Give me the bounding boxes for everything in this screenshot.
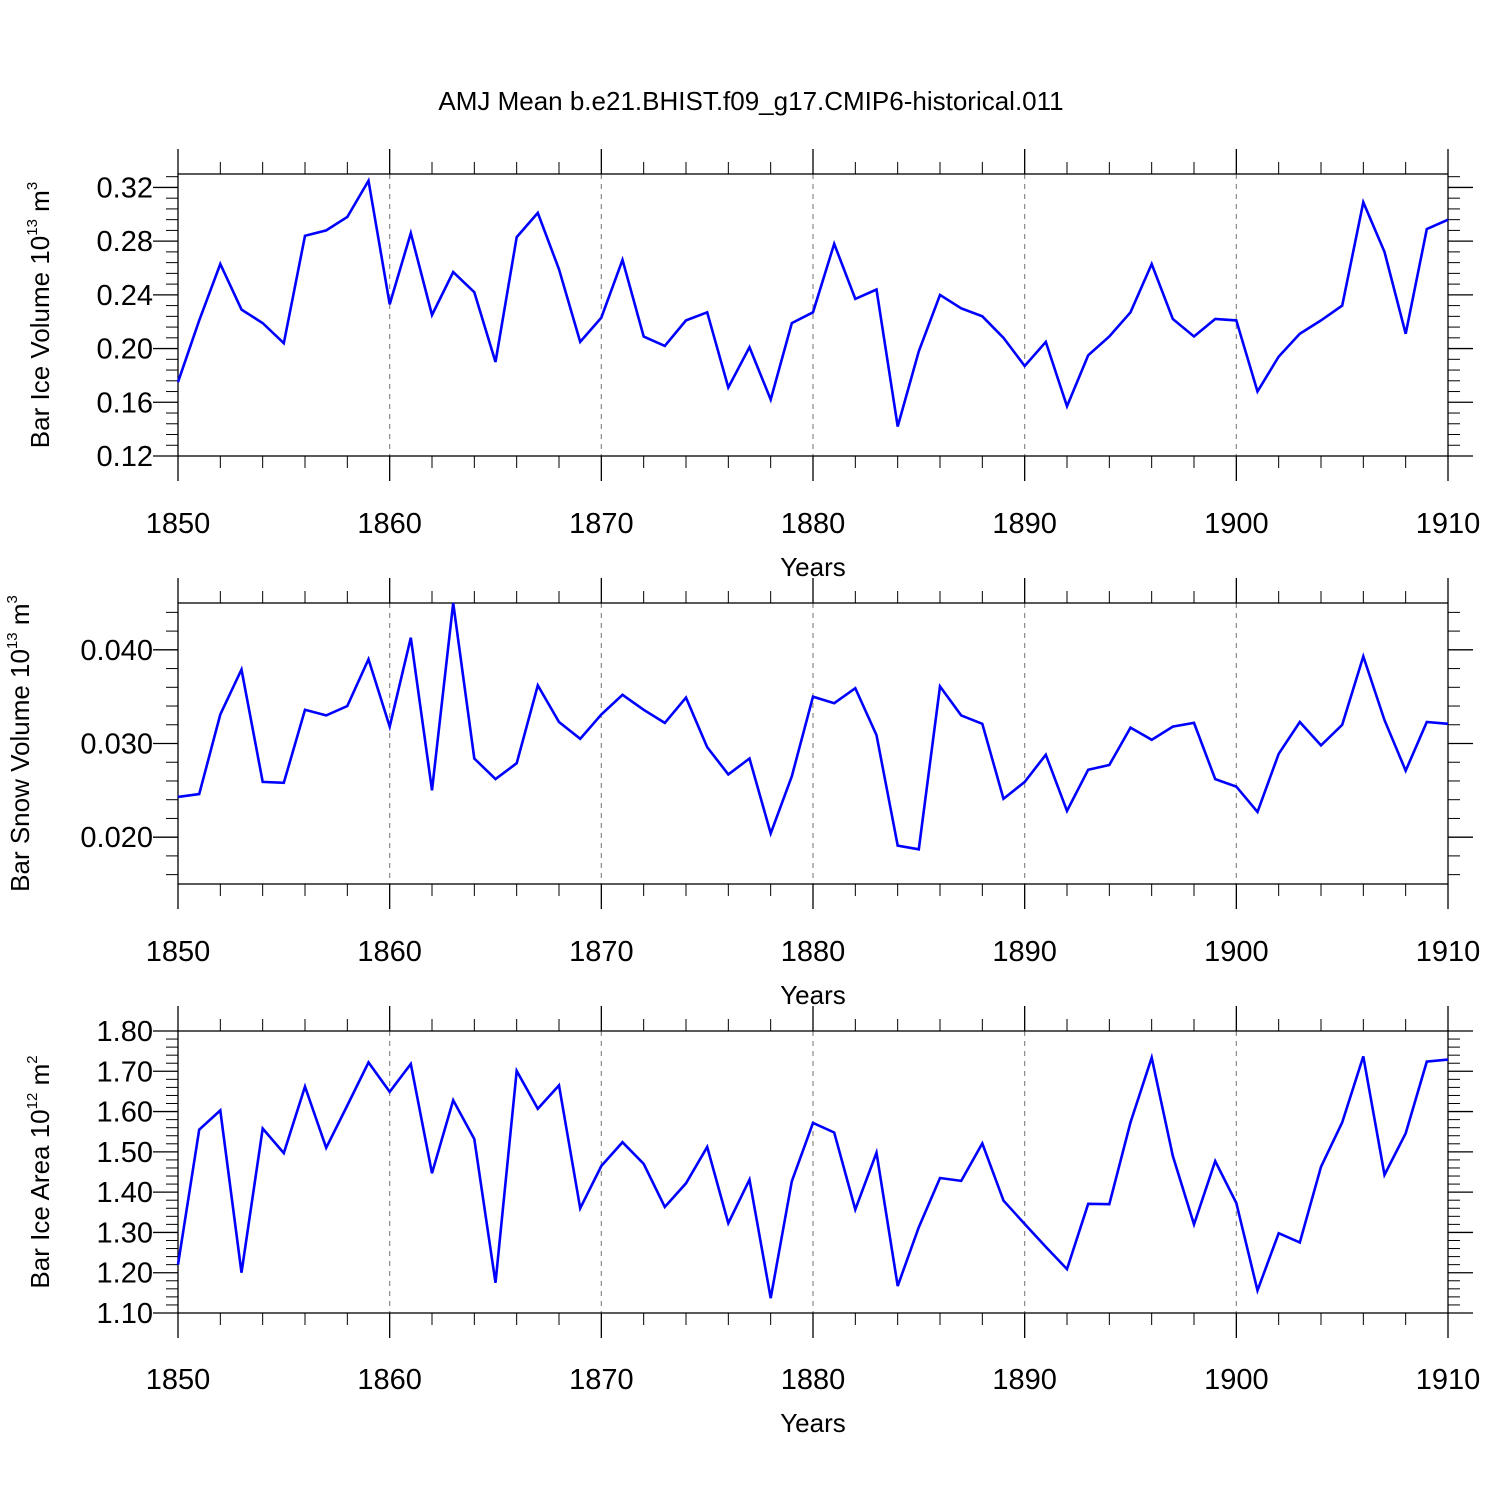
y-axis-title-main: Bar Ice Area 10 [25, 1109, 55, 1288]
x-tick-label: 1850 [146, 508, 211, 540]
x-tick-label: 1910 [1416, 508, 1481, 540]
panel-snow-volume: 0.020 0.030 0.040 1850 1860 1870 1880 1890 1900… [4, 578, 1480, 1010]
y-tick-label: 0.24 [97, 280, 153, 312]
y-tick-label: 0.16 [97, 387, 153, 419]
y-tick-label: 0.32 [97, 172, 153, 204]
y-tick-label: 0.28 [97, 226, 153, 258]
y-axis-title-unit-exp: 3 [24, 182, 41, 190]
y-tick-label: 0.12 [97, 441, 153, 473]
chart-title: AMJ Mean b.e21.BHIST.f09_g17.CMIP6-histo… [438, 86, 1063, 116]
x-tick-label: 1890 [992, 936, 1057, 968]
x-tick-label: 1900 [1204, 508, 1269, 540]
y-axis-title-unit-exp: 3 [4, 595, 21, 603]
x-tick-label: 1880 [781, 936, 846, 968]
minor-ticks [166, 591, 1460, 896]
y-tick-label: 1.20 [97, 1258, 153, 1290]
x-tick-label: 1890 [992, 508, 1057, 540]
y-tick-label: 1.70 [97, 1056, 153, 1088]
major-ticks [153, 149, 1473, 481]
x-tick-labels: 1850 1860 1870 1880 1890 1900 1910 [146, 936, 1481, 968]
y-axis-title-exp: 13 [4, 632, 21, 649]
x-tick-label: 1910 [1416, 1364, 1481, 1396]
y-axis-title-unit: m [25, 1064, 55, 1093]
y-tick-label: 1.80 [97, 1016, 153, 1048]
y-axis-title-unit: m [5, 603, 35, 632]
x-tick-label: 1910 [1416, 936, 1481, 968]
series-line [176, 1052, 1449, 1299]
x-tick-labels: 1850 1860 1870 1880 1890 1900 1910 [146, 1364, 1481, 1396]
series-line [176, 176, 1449, 427]
x-grid [389, 603, 1237, 884]
y-axis-title-main: Bar Snow Volume 10 [5, 649, 35, 892]
x-grid [389, 1031, 1237, 1313]
x-tick-label: 1860 [357, 508, 422, 540]
x-tick-label: 1880 [781, 508, 846, 540]
y-axis-title: Bar Snow Volume 1013 m3 [4, 595, 35, 892]
x-axis-title: Years [780, 552, 846, 582]
y-tick-label: 1.40 [97, 1177, 153, 1209]
x-axis-title: Years [780, 1408, 846, 1438]
minor-ticks [166, 1019, 1460, 1325]
y-tick-label: 1.60 [97, 1097, 153, 1129]
y-axis-title: Bar Ice Area 1012 m2 [24, 1055, 55, 1288]
x-tick-label: 1870 [569, 508, 634, 540]
x-tick-label: 1860 [357, 936, 422, 968]
y-tick-label: 1.50 [97, 1137, 153, 1169]
x-grid [389, 174, 1237, 456]
y-tick-label: 0.20 [97, 334, 153, 366]
y-axis-title-main: Bar Ice Volume 10 [25, 236, 55, 448]
x-tick-label: 1880 [781, 1364, 846, 1396]
y-tick-label: 1.10 [97, 1298, 153, 1330]
y-axis-title-exp: 13 [24, 219, 41, 236]
major-ticks [153, 578, 1473, 909]
y-tick-label: 1.30 [97, 1217, 153, 1249]
y-axis-title-unit: m [25, 190, 55, 219]
x-tick-label: 1870 [569, 1364, 634, 1396]
minor-ticks [166, 162, 1460, 468]
y-tick-label: 0.030 [80, 729, 153, 761]
x-tick-labels: 1850 1860 1870 1880 1890 1900 1910 [146, 508, 1481, 540]
x-tick-label: 1860 [357, 1364, 422, 1396]
x-axis-title: Years [780, 980, 846, 1010]
major-ticks [153, 1006, 1473, 1338]
y-tick-labels: 0.12 0.16 0.20 0.24 0.28 0.32 [97, 172, 153, 473]
y-axis-title-exp: 12 [24, 1093, 41, 1110]
x-tick-label: 1900 [1204, 936, 1269, 968]
x-tick-label: 1890 [992, 1364, 1057, 1396]
x-tick-label: 1850 [146, 1364, 211, 1396]
y-axis-title-unit-exp: 2 [24, 1055, 41, 1063]
x-tick-label: 1870 [569, 936, 634, 968]
y-tick-label: 0.040 [80, 635, 153, 667]
y-axis-title: Bar Ice Volume 1013 m3 [24, 182, 55, 448]
x-tick-label: 1900 [1204, 1364, 1269, 1396]
y-tick-label: 0.020 [80, 822, 153, 854]
panel-ice-volume: 0.12 0.16 0.20 0.24 0.28 0.32 1850 1860 1870 188… [24, 149, 1480, 582]
y-tick-labels: 0.020 0.030 0.040 [80, 635, 153, 854]
x-tick-label: 1850 [146, 936, 211, 968]
series-line [177, 602, 1449, 851]
y-tick-labels: 1.10 1.20 1.30 1.40 1.50 1.60 1.70 1.80 [97, 1016, 153, 1330]
panel-ice-area: 1.10 1.20 1.30 1.40 1.50 1.60 1.70 1.80 1850 186… [24, 1006, 1480, 1438]
